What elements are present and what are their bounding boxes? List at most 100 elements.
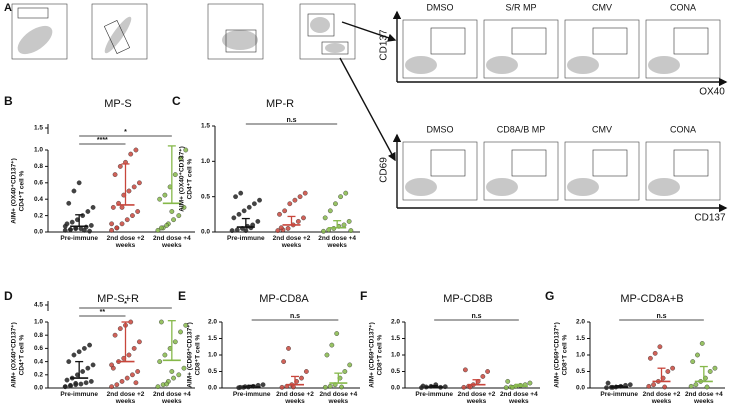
x-tick-label: 2nd dose +2 weeks bbox=[106, 235, 145, 250]
data-point bbox=[133, 380, 139, 386]
x-tick-label: 2nd dose +2 weeks bbox=[642, 391, 681, 406]
data-point bbox=[231, 215, 237, 221]
data-point bbox=[665, 369, 671, 374]
cell-cloud bbox=[486, 178, 518, 196]
gate bbox=[592, 149, 628, 177]
data-point bbox=[81, 227, 87, 233]
y-tick-label: 0.5 bbox=[201, 193, 210, 200]
y-tick-label: 2.0 bbox=[391, 319, 400, 326]
data-point bbox=[176, 372, 182, 378]
data-point bbox=[327, 383, 333, 389]
cell-cloud bbox=[567, 178, 599, 196]
data-point bbox=[657, 344, 663, 350]
data-point bbox=[126, 188, 132, 194]
data-point bbox=[126, 352, 132, 358]
data-point bbox=[73, 380, 79, 386]
x-tick-label: Pre-immune bbox=[600, 391, 638, 398]
data-point bbox=[339, 384, 344, 390]
x-tick-label-box: Pre-immune bbox=[60, 235, 98, 242]
data-point bbox=[62, 384, 68, 390]
cell-cloud bbox=[325, 43, 345, 53]
y-tick-label: 0.5 bbox=[208, 368, 217, 375]
data-point bbox=[88, 378, 94, 384]
data-point bbox=[183, 147, 189, 153]
y-axis-label: AIM+ (CD69⁺CD137⁺) bbox=[554, 322, 561, 388]
data-point bbox=[76, 180, 82, 186]
y-axis-label: AIM+ (OX40⁺CD137⁺) bbox=[11, 158, 18, 224]
data-point bbox=[68, 227, 73, 232]
gate bbox=[673, 27, 709, 55]
data-point bbox=[286, 345, 291, 351]
plot-title: DMSO bbox=[427, 124, 454, 134]
x-tick-label-box: Pre-immune bbox=[415, 391, 453, 398]
y-tick-label: 0.5 bbox=[391, 368, 400, 375]
data-point bbox=[119, 378, 125, 384]
data-point bbox=[73, 226, 79, 232]
data-point bbox=[76, 349, 82, 355]
data-point bbox=[257, 197, 262, 203]
x-tick-label-box: Pre-immune bbox=[233, 391, 271, 398]
data-point bbox=[338, 194, 343, 200]
data-point bbox=[292, 197, 298, 203]
data-point bbox=[164, 223, 170, 228]
data-point bbox=[88, 223, 94, 228]
x-tick-label: 2nd dose +4 weeks bbox=[152, 391, 191, 406]
y-tick-label: 0.0 bbox=[576, 385, 585, 392]
x-tick-label: 2nd dose +4 weeks bbox=[319, 391, 358, 406]
x-tick-label-box: 2nd dose +4 weeks bbox=[319, 391, 358, 406]
panel-label: D bbox=[4, 289, 13, 303]
data-point bbox=[124, 375, 130, 381]
data-point bbox=[322, 384, 328, 390]
data-point bbox=[114, 225, 120, 231]
data-point bbox=[80, 213, 86, 219]
chart-title: MP-CD8A bbox=[259, 293, 309, 305]
data-point bbox=[114, 382, 120, 388]
data-point bbox=[287, 201, 293, 207]
data-point bbox=[171, 375, 176, 381]
y-tick-label: 1.0 bbox=[34, 319, 43, 326]
data-point bbox=[162, 352, 168, 358]
y-tick-label: 0.0 bbox=[34, 385, 43, 392]
data-point bbox=[135, 369, 141, 374]
x-tick-label-box: 2nd dose +4 weeks bbox=[152, 391, 191, 406]
x-tick-label: 2nd dose +2 weeks bbox=[106, 391, 145, 406]
cell-cloud bbox=[17, 25, 53, 55]
y-tick-label: 1.0 bbox=[576, 352, 585, 359]
y-tick-label: 2.0 bbox=[208, 319, 217, 326]
cell-cloud bbox=[648, 178, 680, 196]
x-tick-label: 2nd dose +4 weeks bbox=[684, 391, 723, 406]
panel-label: C bbox=[172, 94, 181, 108]
data-point bbox=[480, 374, 486, 379]
y-tick-label: 0.6 bbox=[34, 345, 43, 352]
cell-cloud bbox=[104, 16, 132, 54]
y-axis-label: AIM+ (CD69⁺CD137⁺) bbox=[187, 322, 194, 388]
x-tick-label-box: 2nd dose +2 weeks bbox=[458, 391, 496, 405]
data-point bbox=[627, 382, 633, 388]
significance-label: n.s bbox=[471, 313, 481, 320]
data-point bbox=[87, 342, 92, 348]
significance-label: ** bbox=[100, 309, 106, 316]
gate bbox=[592, 27, 628, 55]
data-point bbox=[241, 208, 247, 214]
data-point bbox=[155, 384, 161, 390]
chart-title: MP-S bbox=[104, 98, 132, 110]
data-point bbox=[110, 204, 116, 210]
data-point bbox=[442, 384, 448, 390]
x-tick-label: 2nd dose +4 weeks bbox=[318, 235, 357, 250]
data-point bbox=[66, 359, 72, 364]
significance-label: * bbox=[124, 129, 127, 136]
x-axis-label: OX40 bbox=[699, 87, 725, 98]
flow-row: CD137 OX40 bbox=[379, 10, 728, 98]
y-axis-label: CD8⁺T cell % bbox=[377, 334, 384, 375]
data-point bbox=[503, 385, 509, 391]
y-tick-label: 1.0 bbox=[391, 352, 400, 359]
x-tick-label: 2nd dose +2 weeks bbox=[276, 391, 314, 406]
gate bbox=[103, 20, 131, 54]
data-point bbox=[301, 215, 306, 221]
data-point bbox=[333, 201, 338, 207]
data-point bbox=[302, 190, 308, 196]
data-point bbox=[295, 218, 301, 224]
y-axis-label: CD69 bbox=[379, 157, 390, 183]
